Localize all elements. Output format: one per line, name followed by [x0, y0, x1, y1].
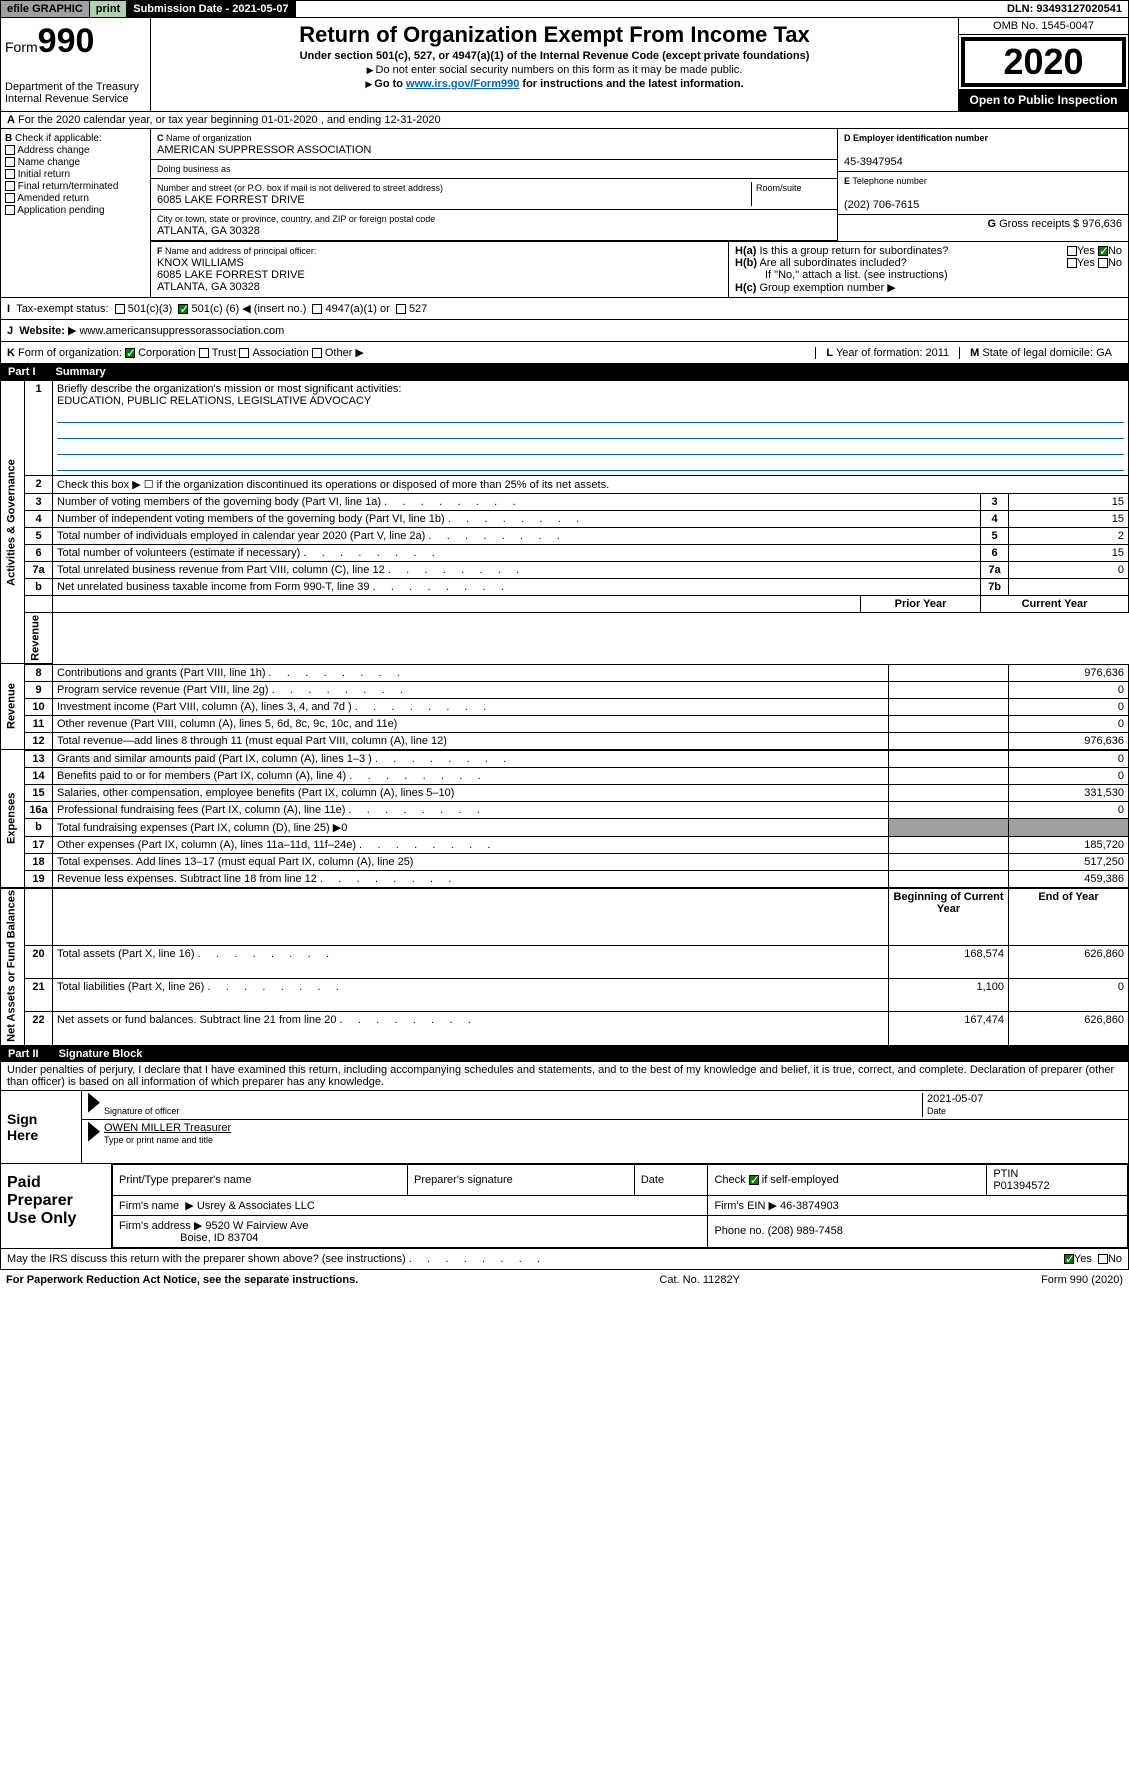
- summary-table: Activities & Governance 1 Briefly descri…: [0, 380, 1129, 664]
- paid-preparer: PaidPreparerUse Only Print/Type preparer…: [0, 1164, 1129, 1249]
- cb-501c3[interactable]: [115, 304, 125, 314]
- revenue-table: Revenue 8Contributions and grants (Part …: [0, 664, 1129, 750]
- q2: Check this box ▶ ☐ if the organization d…: [53, 476, 1129, 494]
- cb-corp[interactable]: [125, 348, 135, 358]
- sign-here: SignHere Signature of officer2021-05-07D…: [0, 1091, 1129, 1164]
- address-cell: Number and street (or P.O. box if mail i…: [151, 179, 837, 210]
- penalties: Under penalties of perjury, I declare th…: [0, 1062, 1129, 1091]
- q1-mission: Briefly describe the organization's miss…: [53, 381, 1129, 476]
- row-i: I Tax-exempt status: 501(c)(3) 501(c) ( …: [0, 298, 1129, 320]
- row-j: J Website: ▶ www.americansuppressorassoc…: [0, 320, 1129, 342]
- vlabel-revenue: Revenue: [25, 613, 53, 664]
- subtitle-2: Do not enter social security numbers on …: [155, 64, 954, 76]
- group-return-cell: H(a) Is this a group return for subordin…: [728, 242, 1128, 297]
- phone-cell: E Telephone number(202) 706-7615: [838, 172, 1128, 215]
- form-header: Form990 Department of the TreasuryIntern…: [0, 18, 1129, 112]
- dba-cell: Doing business as: [151, 160, 837, 179]
- topbar: efile GRAPHIC print Submission Date - 20…: [0, 0, 1129, 18]
- form-number: Form990: [5, 22, 146, 61]
- col-d: D Employer identification number45-39479…: [838, 129, 1128, 241]
- sig-arrow-icon: [88, 1093, 100, 1113]
- cb-other[interactable]: [312, 348, 322, 358]
- ha-yes[interactable]: [1067, 246, 1077, 256]
- checkbox-name-change[interactable]: [5, 157, 15, 167]
- header-right: OMB No. 1545-0047 2020 Open to Public In…: [958, 18, 1128, 111]
- omb-number: OMB No. 1545-0047: [959, 18, 1128, 35]
- open-inspection: Open to Public Inspection: [959, 89, 1128, 111]
- cb-527[interactable]: [396, 304, 406, 314]
- col-c: C Name of organizationAMERICAN SUPPRESSO…: [151, 129, 1128, 297]
- cb-4947[interactable]: [312, 304, 322, 314]
- sig-arrow-icon: [88, 1122, 100, 1142]
- city-cell: City or town, state or province, country…: [151, 210, 837, 241]
- discuss-yes[interactable]: [1064, 1254, 1074, 1264]
- cb-501c[interactable]: [178, 304, 188, 314]
- cb-assoc[interactable]: [239, 348, 249, 358]
- efile-button[interactable]: efile GRAPHIC: [1, 1, 90, 17]
- hb-yes[interactable]: [1067, 258, 1077, 268]
- subtitle-3: Go to www.irs.gov/Form990 for instructio…: [155, 78, 954, 90]
- discuss-no[interactable]: [1098, 1254, 1108, 1264]
- tax-year: 2020: [961, 37, 1126, 87]
- form-title: Return of Organization Exempt From Incom…: [155, 22, 954, 48]
- org-name-cell: C Name of organizationAMERICAN SUPPRESSO…: [151, 129, 837, 160]
- ha-no[interactable]: [1098, 246, 1108, 256]
- section-a: A For the 2020 calendar year, or tax yea…: [0, 112, 1129, 129]
- footer: For Paperwork Reduction Act Notice, see …: [0, 1270, 1129, 1290]
- vlabel-governance: Activities & Governance: [1, 381, 25, 664]
- col-b-checkboxes: B Check if applicable: Address change Na…: [1, 129, 151, 297]
- netassets-table: Net Assets or Fund Balances Beginning of…: [0, 888, 1129, 1046]
- cb-trust[interactable]: [199, 348, 209, 358]
- submission-date: Submission Date - 2021-05-07: [127, 1, 295, 17]
- department: Department of the TreasuryInternal Reven…: [5, 81, 146, 105]
- row-bc: B Check if applicable: Address change Na…: [0, 129, 1129, 298]
- cb-selfemp[interactable]: [749, 1175, 759, 1185]
- checkbox-app-pending[interactable]: [5, 205, 15, 215]
- ein-cell: D Employer identification number45-39479…: [838, 129, 1128, 172]
- part1-header: Part ISummary: [0, 364, 1129, 380]
- checkbox-amended[interactable]: [5, 193, 15, 203]
- row-k: K Form of organization: Corporation Trus…: [0, 342, 1129, 364]
- irs-link[interactable]: www.irs.gov/Form990: [406, 78, 519, 90]
- officer-cell: F Name and address of principal officer:…: [151, 242, 728, 297]
- header-left: Form990 Department of the TreasuryIntern…: [1, 18, 151, 111]
- checkbox-address-change[interactable]: [5, 145, 15, 155]
- subtitle-1: Under section 501(c), 527, or 4947(a)(1)…: [155, 50, 954, 62]
- dln: DLN: 93493127020541: [1001, 1, 1128, 17]
- expenses-table: Expenses 13Grants and similar amounts pa…: [0, 750, 1129, 888]
- discuss-row: May the IRS discuss this return with the…: [0, 1249, 1129, 1270]
- checkbox-initial-return[interactable]: [5, 169, 15, 179]
- print-button[interactable]: print: [90, 1, 127, 17]
- header-mid: Return of Organization Exempt From Incom…: [151, 18, 958, 111]
- hb-no[interactable]: [1098, 258, 1108, 268]
- checkbox-final-return[interactable]: [5, 181, 15, 191]
- part2-header: Part IISignature Block: [0, 1046, 1129, 1062]
- gross-cell: G Gross receipts $ 976,636: [838, 215, 1128, 233]
